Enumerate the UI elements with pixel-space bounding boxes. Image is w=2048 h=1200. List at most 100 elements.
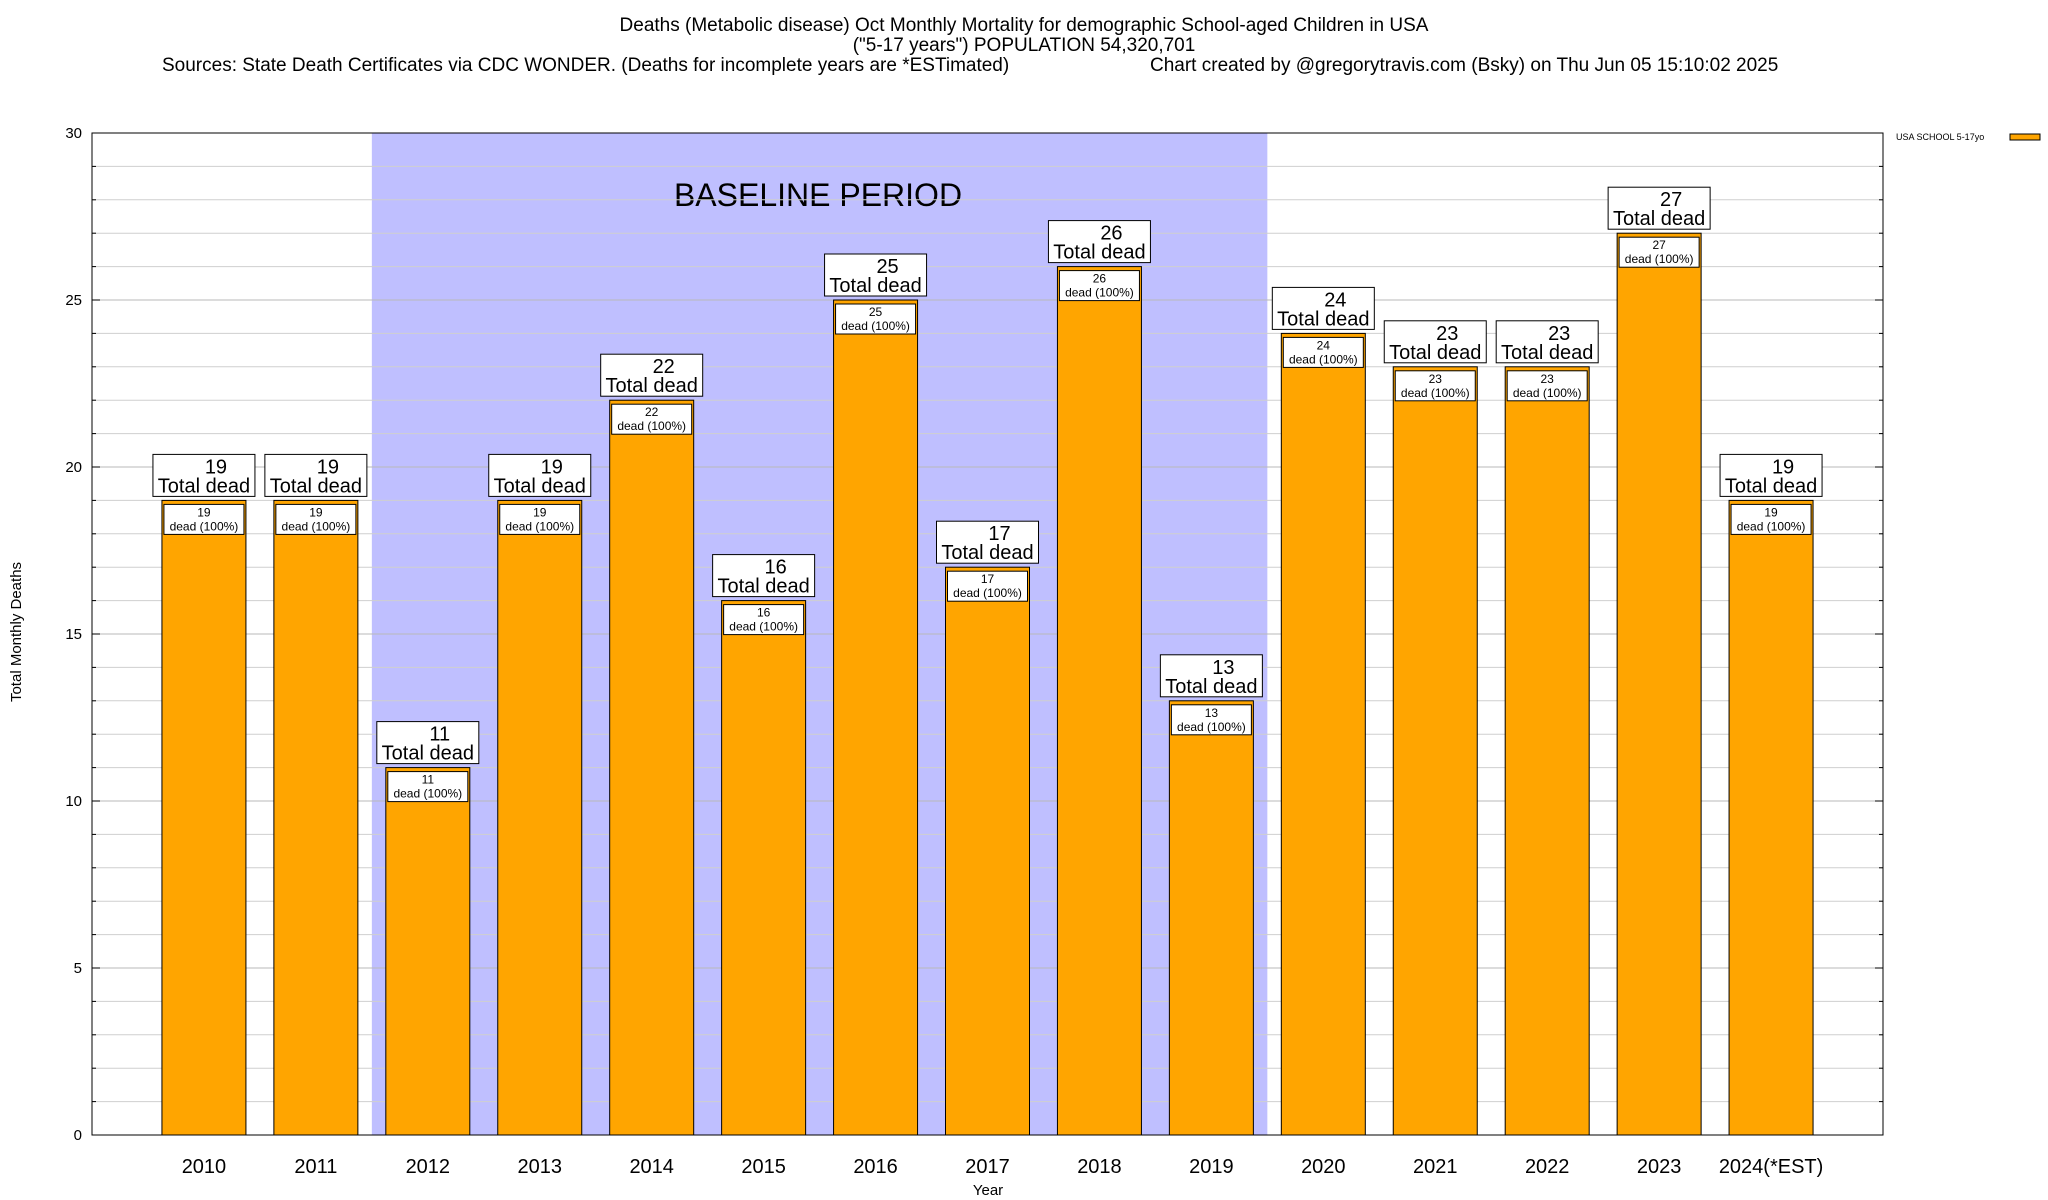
bar-top-value: 19: [1772, 456, 1794, 478]
bar: [609, 399, 695, 1136]
bar-top-label-box: [824, 253, 928, 297]
bar: [1168, 700, 1254, 1136]
bar-inner-text: dead (100%): [1737, 519, 1806, 533]
x-tick-label: 2010: [182, 1156, 227, 1178]
x-axis-title: Year: [973, 1182, 1003, 1199]
bar-top-label-box: [376, 721, 480, 765]
bar-inner-label-box: [835, 303, 917, 335]
bar: [1392, 366, 1478, 1136]
bar-top-text: Total dead: [382, 743, 474, 765]
bar: [1504, 366, 1590, 1136]
bar-top-text: Total dead: [1277, 308, 1369, 330]
bar-inner-text: dead (100%): [1065, 286, 1134, 300]
bar-top-text: Total dead: [494, 475, 586, 497]
bar-inner-value: 16: [757, 606, 771, 620]
bar-inner-text: dead (100%): [1401, 386, 1470, 400]
bar-inner-text: dead (100%): [393, 787, 462, 801]
bar-inner-value: 23: [1541, 372, 1555, 386]
bar-inner-value: 11: [422, 773, 435, 787]
bar-top-value: 24: [1324, 289, 1346, 311]
bar-top-label-box: [1271, 286, 1375, 330]
y-tick-label: 15: [65, 626, 82, 643]
bar: [721, 600, 807, 1136]
bar-inner-text: dead (100%): [1177, 720, 1246, 734]
x-tick-label: 2024(*EST): [1719, 1156, 1824, 1178]
bar-top-text: Total dead: [1725, 475, 1817, 497]
bar-inner-text: dead (100%): [841, 319, 910, 333]
bar-inner-value: 25: [869, 305, 883, 319]
bar-inner-value: 22: [645, 405, 659, 419]
bar-inner-label-box: [947, 570, 1028, 602]
bar-inner-value: 19: [1764, 505, 1778, 519]
bar-top-label-box: [712, 554, 816, 598]
bar-inner-text: dead (100%): [170, 519, 239, 533]
bar-inner-value: 19: [309, 505, 323, 519]
bar-top-label-box: [1495, 320, 1599, 364]
bar-inner-label-box: [1618, 236, 1700, 268]
bar-top-label-box: [1047, 220, 1151, 264]
bar-inner-label-box: [387, 771, 469, 803]
y-tick-label: 10: [65, 793, 82, 810]
bar-inner-text: dead (100%): [282, 519, 351, 533]
legend-swatch: [2009, 133, 2041, 141]
x-tick-label: 2016: [853, 1156, 898, 1178]
bar-inner-text: dead (100%): [729, 620, 798, 634]
bar-inner-value: 19: [533, 505, 547, 519]
bar-top-value: 22: [653, 356, 675, 378]
x-tick-label: 2022: [1525, 1156, 1570, 1178]
bar-inner-value: 23: [1429, 372, 1443, 386]
bar-top-value: 16: [765, 557, 787, 579]
bar-top-value: 19: [541, 456, 563, 478]
bar-top-label-box: [488, 453, 592, 497]
bar: [497, 499, 583, 1136]
x-tick-label: 2015: [741, 1156, 786, 1178]
bar-top-label-box: [1719, 453, 1823, 497]
bar: [945, 566, 1030, 1136]
bar-top-value: 23: [1548, 323, 1570, 345]
baseline-label: BASELINE PERIOD: [674, 177, 962, 213]
axis-layer: 0 5 10 15 20 25 30 2010 2011 2012 2013 2014 2015 2016…: [65, 125, 1884, 1178]
bar-top-label-box: [936, 520, 1039, 564]
bar-top-value: 26: [1100, 223, 1122, 245]
bar-top-label-box: [264, 453, 368, 497]
bar-inner-label-box: [275, 503, 357, 535]
x-tick-label: 2018: [1077, 1156, 1122, 1178]
bar-inner-label-box: [163, 503, 245, 535]
bar-inner-value: 24: [1317, 338, 1331, 352]
bar-inner-value: 17: [981, 572, 995, 586]
bar-top-text: Total dead: [1613, 208, 1705, 230]
bar: [161, 499, 247, 1136]
bar-top-text: Total dead: [158, 475, 250, 497]
bar-top-text: Total dead: [941, 542, 1033, 564]
bar-top-text: Total dead: [1389, 342, 1481, 364]
bar-top-label-box: [600, 353, 704, 397]
bar-top-value: 27: [1660, 189, 1682, 211]
bar: [385, 767, 471, 1136]
bar: [833, 299, 919, 1136]
x-tick-label: 2012: [406, 1156, 451, 1178]
bar-inner-label-box: [1506, 370, 1588, 402]
bar: [273, 499, 359, 1136]
x-tick-label: 2021: [1413, 1156, 1458, 1178]
legend-label: USA SCHOOL 5-17yo: [1896, 132, 1984, 142]
y-axis-title: Total Monthly Deaths: [8, 562, 25, 702]
x-tick-label: 2013: [518, 1156, 563, 1178]
bar-inner-text: dead (100%): [1289, 352, 1358, 366]
bar-inner-text: dead (100%): [953, 586, 1022, 600]
bar-inner-label-box: [1170, 704, 1252, 736]
bar-inner-value: 19: [197, 505, 211, 519]
y-tick-label: 25: [65, 292, 82, 309]
bar-top-value: 13: [1212, 657, 1234, 679]
bar-top-text: Total dead: [1501, 342, 1593, 364]
bar-top-text: Total dead: [270, 475, 362, 497]
bar-inner-value: 13: [1205, 706, 1219, 720]
chart-credit: Chart created by @gregorytravis.com (Bsk…: [1150, 55, 1778, 76]
bar-inner-value: 27: [1652, 238, 1666, 252]
bar-inner-text: dead (100%): [505, 519, 574, 533]
bar-top-value: 25: [876, 256, 898, 278]
bar-inner-label-box: [1282, 336, 1364, 368]
bar-top-label-box: [1607, 186, 1711, 230]
bar-inner-text: dead (100%): [617, 419, 686, 433]
